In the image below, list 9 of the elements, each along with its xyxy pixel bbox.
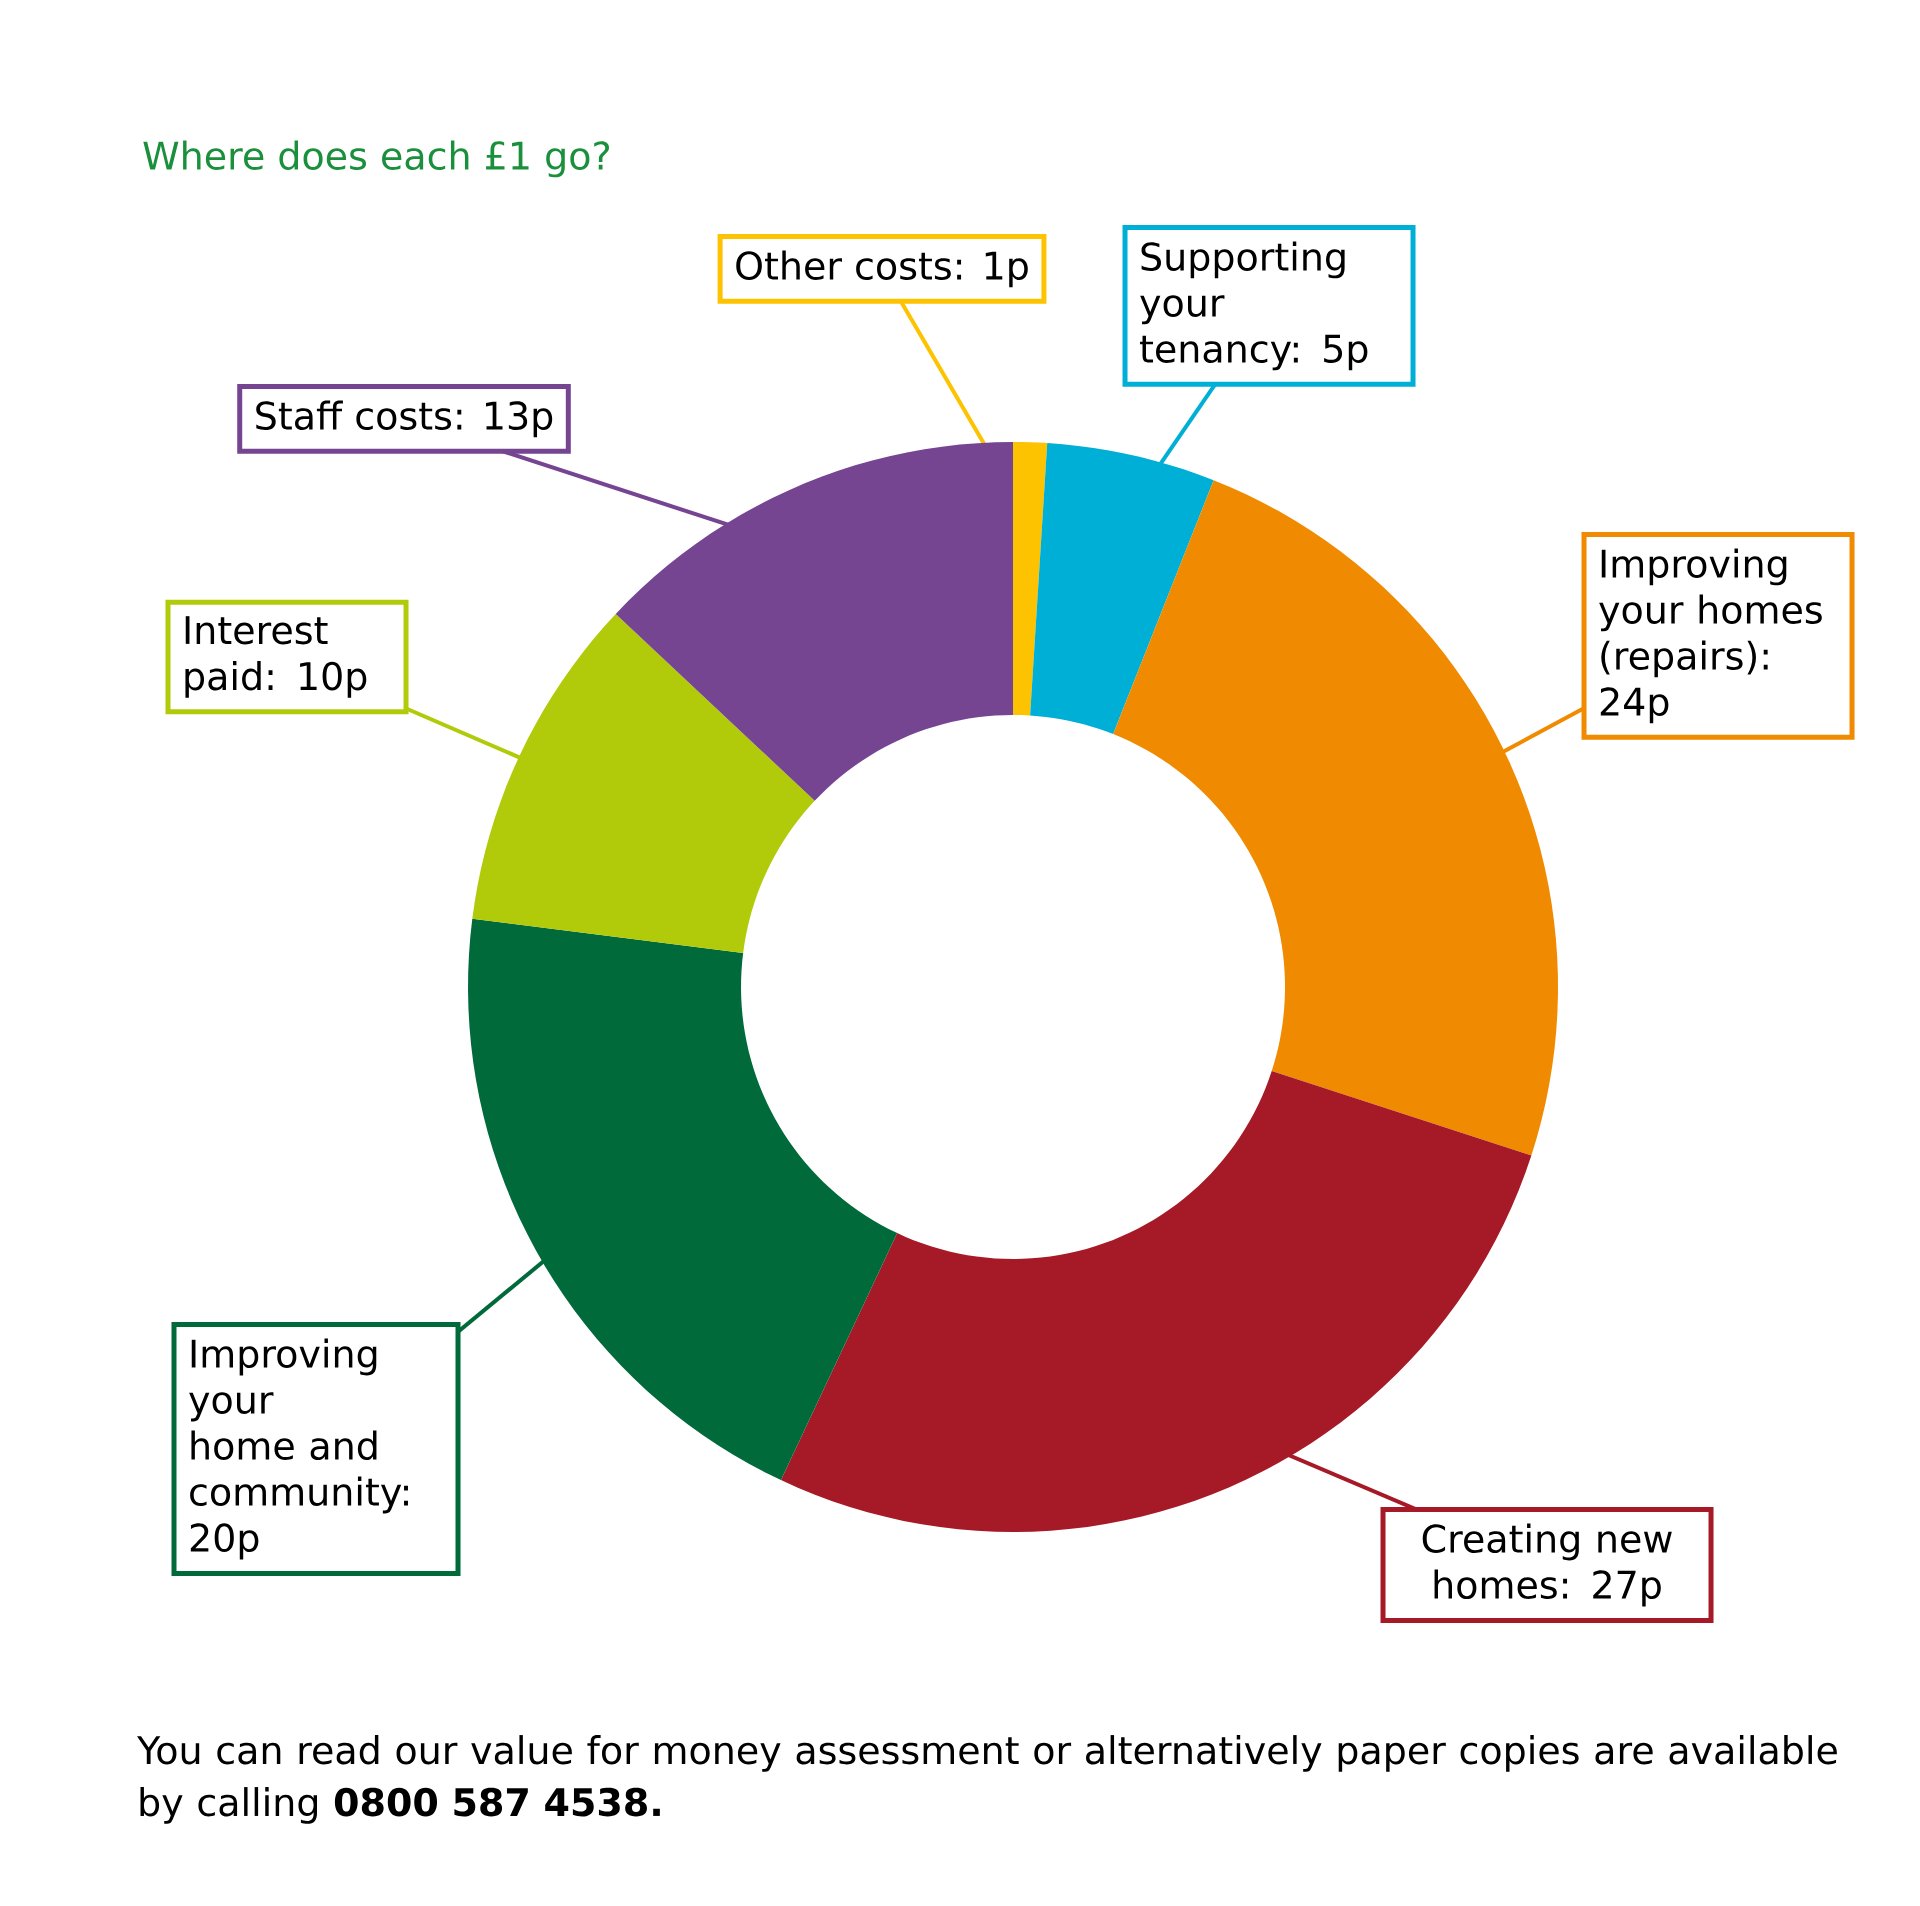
slice-label: Interest paid: 10p (185, 616, 367, 698)
slice-label: Improving your home and community: 20p (189, 1338, 408, 1560)
slice-label: Improving your homes (repairs): 24p (1599, 548, 1822, 724)
slice-label: Supporting your tenancy: 5p (1140, 241, 1368, 371)
text: You can read our value for money assessment or alternatively paper copies are available by calling 0800 587 4538. (137, 1735, 1837, 1824)
slice-label: Staff costs: 13p (256, 400, 553, 438)
slice-label: Other costs: 1p (736, 250, 1028, 288)
chart-title: Where does each £1 go? (143, 140, 609, 178)
slice-label: Creating new homes: 27p (1422, 1523, 1672, 1607)
